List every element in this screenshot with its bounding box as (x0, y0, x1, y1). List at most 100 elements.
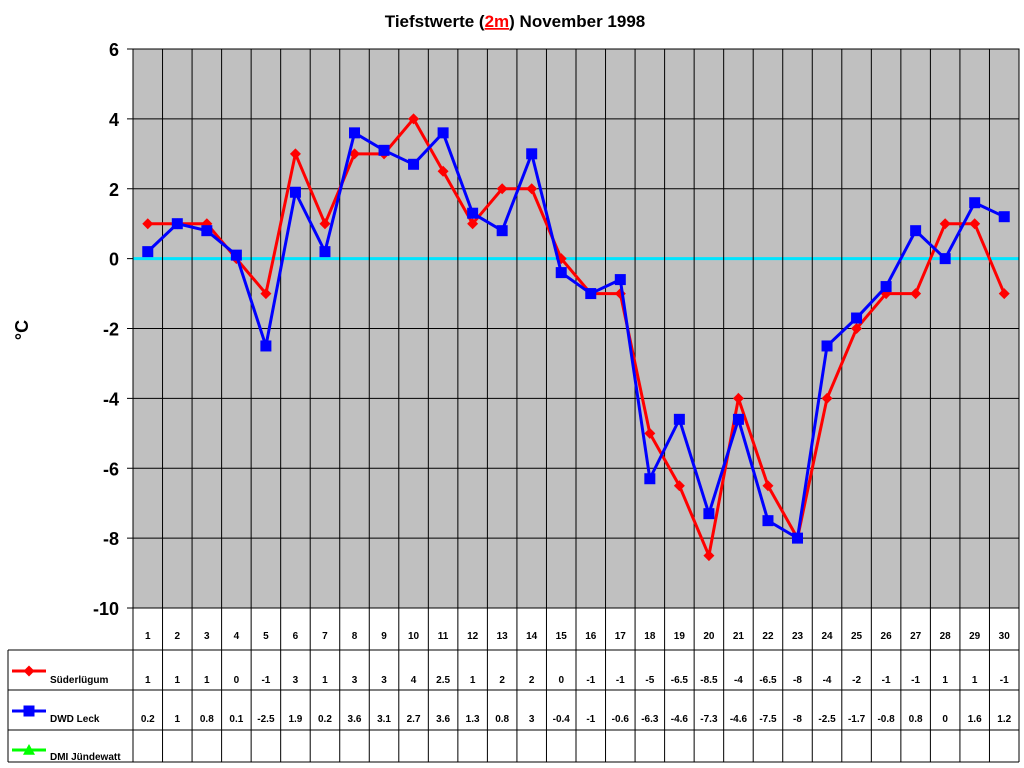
x-tick-label: 4 (234, 631, 240, 642)
data-label: 1 (204, 675, 210, 686)
data-point (910, 288, 922, 300)
data-label: 2 (499, 675, 505, 686)
y-tick-label: -10 (93, 599, 119, 619)
x-tick-label: 17 (615, 631, 627, 642)
x-tick-label: 15 (556, 631, 568, 642)
data-point (880, 281, 892, 293)
data-point (851, 323, 863, 334)
data-label: -2.5 (257, 714, 275, 725)
legend-marker-2 (23, 705, 35, 717)
data-label: -0.8 (877, 714, 895, 725)
x-tick-label: 9 (381, 631, 387, 642)
data-label: 0.8 (495, 714, 509, 725)
data-label: -1 (1000, 675, 1009, 686)
data-label: 1.9 (288, 714, 302, 725)
data-label: -0.4 (553, 714, 571, 725)
x-tick-label: 16 (585, 631, 597, 642)
data-label: 0.2 (141, 714, 155, 725)
data-point (614, 274, 626, 286)
data-point (673, 413, 685, 425)
data-point (703, 508, 715, 520)
data-label: 1.2 (997, 714, 1011, 725)
data-label: -6.5 (671, 675, 689, 686)
data-label: -1.7 (848, 714, 866, 725)
data-label: 1 (470, 675, 476, 686)
x-tick-label: 25 (851, 631, 863, 642)
legend-label-2: DWD Leck (50, 714, 100, 725)
data-point (998, 288, 1010, 300)
data-label: -8 (793, 714, 802, 725)
data-point (319, 218, 331, 230)
chart-title: Tiefstwerte (2m) November 1998 (385, 12, 645, 31)
x-tick-label: 18 (644, 631, 656, 642)
data-label: -6.3 (641, 714, 659, 725)
y-tick-label: 4 (109, 110, 119, 130)
data-label: 3 (293, 675, 299, 686)
data-point (142, 246, 154, 258)
data-point (939, 218, 951, 230)
x-tick-label: 1 (145, 631, 151, 642)
data-point (289, 186, 301, 198)
y-tick-label: -4 (103, 389, 119, 409)
data-label: 1 (322, 675, 328, 686)
data-label: 4 (411, 675, 417, 686)
data-label: 1 (942, 675, 948, 686)
data-label: -1 (911, 675, 920, 686)
x-tick-label: 8 (352, 631, 358, 642)
data-label: 1 (175, 675, 181, 686)
data-point (821, 392, 833, 404)
data-label: -4 (734, 675, 743, 686)
y-tick-label: -6 (103, 459, 119, 479)
data-point (732, 413, 744, 425)
data-point (260, 288, 272, 300)
data-point (792, 532, 803, 544)
y-tick-label: 0 (109, 250, 119, 270)
data-label: -1 (616, 675, 625, 686)
data-point (260, 340, 272, 352)
data-label: 0 (234, 675, 240, 686)
data-point (969, 218, 981, 230)
data-label: 3 (381, 675, 387, 686)
y-axis-label: °C (12, 320, 32, 340)
x-tick-label: 10 (408, 631, 420, 642)
data-label: -7.3 (700, 714, 718, 725)
data-point (378, 144, 390, 156)
legend-label-1: Süderlügum (50, 675, 108, 686)
data-point (230, 249, 242, 261)
data-point (644, 427, 656, 439)
legend-label-3: DMI Jündewatt (50, 752, 121, 763)
y-tick-label: -2 (103, 320, 119, 340)
data-point (526, 183, 538, 195)
data-point (526, 148, 538, 160)
data-point (349, 127, 360, 139)
data-label: -7.5 (759, 714, 777, 725)
data-point (408, 158, 420, 170)
data-label: 0.8 (909, 714, 923, 725)
x-tick-label: 28 (940, 631, 952, 642)
data-point (644, 473, 656, 485)
data-point (467, 218, 479, 230)
data-label: -4.6 (730, 714, 748, 725)
x-tick-label: 22 (762, 631, 774, 642)
data-label: 3 (529, 714, 535, 725)
data-point (289, 148, 301, 160)
data-point (585, 288, 597, 300)
data-point (437, 127, 449, 139)
data-point (969, 197, 981, 209)
x-tick-label: 21 (733, 631, 745, 642)
data-label: 3.6 (348, 714, 362, 725)
y-tick-label: 6 (109, 40, 119, 60)
data-point (998, 211, 1010, 223)
data-label: 2.7 (407, 714, 421, 725)
data-label: -4 (823, 675, 832, 686)
data-point (319, 246, 331, 258)
y-tick-label: -8 (103, 529, 119, 549)
data-point (349, 148, 360, 160)
data-label: -8 (793, 675, 802, 686)
data-point (851, 312, 863, 324)
x-tick-label: 3 (204, 631, 210, 642)
data-label: -0.6 (612, 714, 630, 725)
data-point (201, 225, 213, 237)
x-tick-label: 6 (293, 631, 299, 642)
x-tick-label: 24 (821, 631, 833, 642)
